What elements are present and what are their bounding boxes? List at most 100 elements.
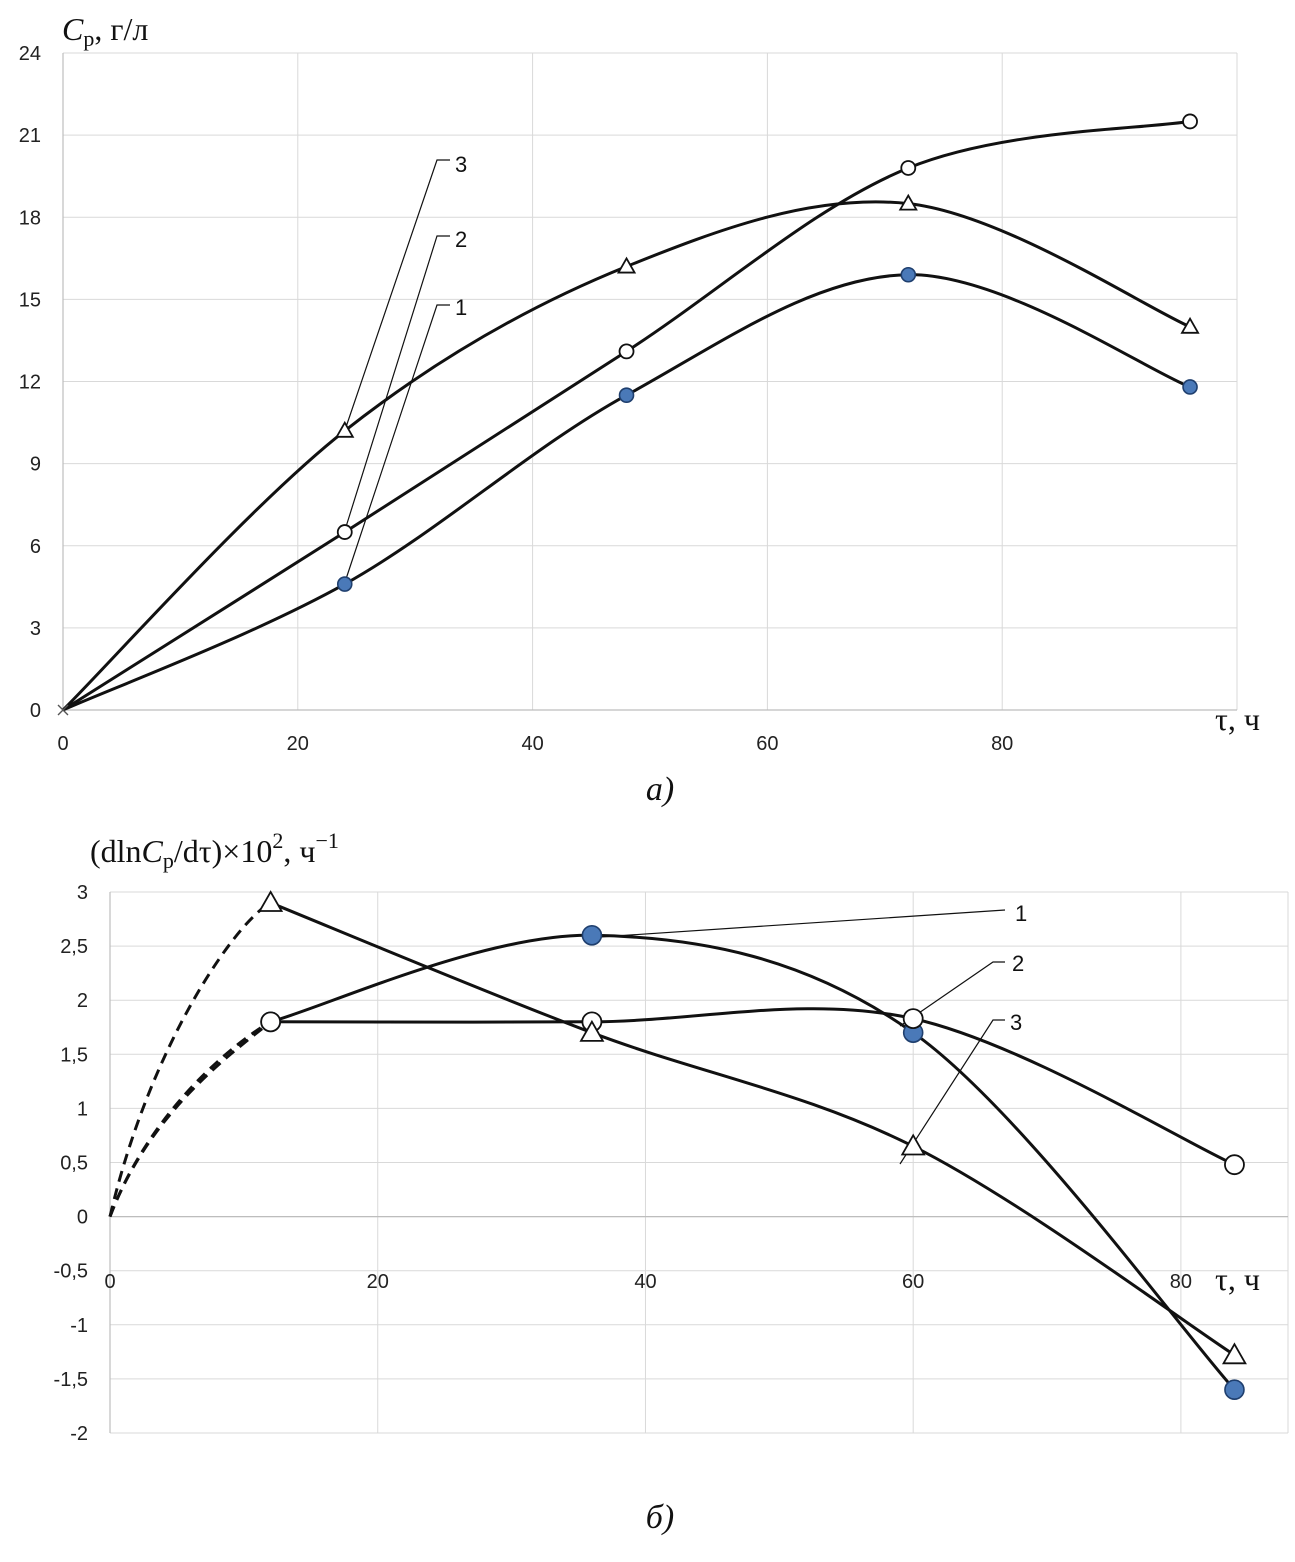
chart-a-series-3-point (616, 256, 637, 274)
chart-a-series-2-point (1182, 113, 1198, 130)
chart-b-leaders: 1 2 3 (584, 901, 1027, 1165)
chart-b-annotation-3: 3 (1010, 1010, 1022, 1035)
chart-a-xtick-label: 0 (57, 733, 68, 755)
chart-a-xtick-label: 20 (287, 733, 309, 755)
chart-b-series-2-line (270, 1007, 1236, 1167)
chart-b-series-1-point (581, 924, 603, 946)
chart-a-series-3-point (1180, 316, 1200, 334)
chart-a-markers (57, 113, 1200, 716)
chart-b-ylabel-symbol: C (142, 833, 164, 869)
chart-a-annotation-3: 3 (455, 152, 467, 177)
chart-b-grid (109, 891, 1289, 1434)
chart-b-ytick-label: 2 (77, 990, 88, 1012)
chart-a-xtick-label: 40 (521, 733, 543, 755)
chart-a-series-1-point (900, 266, 917, 283)
chart-b-ytick-label: 0 (77, 1207, 88, 1229)
chart-a-series-2-point (618, 343, 635, 360)
chart-a-series-1-point (618, 387, 635, 403)
chart-b-ytick-label: -2 (70, 1423, 88, 1445)
chart-b-ylabel: (dlnCр/dτ)×102, ч−1 (90, 828, 339, 873)
chart-b-series-1-line (270, 933, 1236, 1391)
chart-a-ytick-label: 12 (19, 372, 41, 394)
chart-a-leader-3 (344, 159, 450, 431)
chart-b-ytick-label: 2,5 (60, 936, 88, 958)
chart-b-xtick-label: 0 (104, 1271, 115, 1293)
chart-b-series-1-point (1224, 1379, 1245, 1401)
chart-b-markers (258, 890, 1247, 1401)
chart-b-series-3-point (1221, 1342, 1247, 1365)
chart-b-panel-label: б) (646, 1499, 674, 1536)
chart-a-series-3-point (898, 193, 918, 211)
chart-b-ytick-label: 1,5 (60, 1044, 88, 1066)
chart-a-xtick-label: 80 (991, 733, 1013, 755)
chart-a-ylabel-units: , г/л (94, 11, 148, 47)
chart-b-xtick-label: 60 (902, 1271, 924, 1293)
chart-b-series-3-point (579, 1019, 605, 1042)
chart-a-leaders: 3 2 1 (344, 152, 467, 583)
chart-b-series-3-line (270, 901, 1236, 1357)
chart-b-ylabel-units: , ч (283, 833, 315, 869)
chart-a-ylabel-symbol: C (62, 11, 84, 47)
chart-b-ytick-label: 0,5 (60, 1153, 88, 1175)
chart-b-xtick-label: 20 (367, 1271, 389, 1293)
chart-a-ytick-label: 6 (30, 536, 41, 558)
chart-a-series-3-point (335, 420, 355, 438)
chart-b-series-2-point (1224, 1154, 1245, 1176)
chart-b-leader-3 (899, 1019, 1005, 1165)
chart-b-xtick-label: 40 (634, 1271, 656, 1293)
chart-b-ylabel-prefix: (d (90, 833, 117, 869)
chart-a-ytick-label: 3 (30, 618, 41, 640)
chart-b-leader-1 (584, 909, 1006, 939)
chart-b-annotation-2: 2 (1012, 951, 1024, 976)
chart-a-series-1-line (62, 273, 1191, 712)
chart-b-xlabel: τ, ч (1215, 1261, 1260, 1297)
chart-a-series-2-point (336, 524, 353, 540)
chart-a-origin-point (57, 704, 69, 716)
chart-a-ytick-label: 0 (30, 700, 41, 722)
chart-b-ytick-label: -1 (70, 1315, 88, 1337)
chart-b-ylabel-sup: 2 (272, 828, 283, 853)
chart-a-ytick-label: 18 (19, 207, 41, 229)
chart-a-xtick-label: 60 (756, 733, 778, 755)
chart-b-leader-2 (899, 961, 1005, 1027)
chart-a-series-1-point (336, 576, 353, 592)
chart-b-xtick-label: 80 (1170, 1271, 1192, 1293)
chart-a-panel-label: а) (646, 771, 674, 808)
chart-a-ylabel: Cр, г/л (62, 11, 148, 51)
chart-b-curves (108, 901, 1236, 1391)
chart-a-xlabel: τ, ч (1215, 701, 1260, 737)
chart-a-ytick-label: 15 (19, 289, 41, 311)
chart-b-ylabel-sub: р (163, 848, 174, 873)
chart-b-ticks: 3 2,5 2 1,5 1 0,5 0 -0,5 -1 -1,5 -2 0 20 40 60 80 (54, 882, 1193, 1445)
chart-a-ytick-label: 21 (19, 125, 41, 147)
chart-a-ylabel-sub: р (83, 26, 94, 51)
chart-a-series-2-line (62, 119, 1191, 712)
chart-b-series-3-point (900, 1133, 926, 1156)
chart-b-ylabel-unit-sup: −1 (315, 828, 338, 853)
chart-b-ytick-label: 3 (77, 882, 88, 904)
chart-b-ylabel-ln: ln (117, 833, 142, 869)
chart-b-series-1-extrapolation (108, 1020, 272, 1218)
chart-b-ylabel-mid: /dτ)×10 (174, 833, 272, 869)
chart-b-annotation-1: 1 (1015, 901, 1027, 926)
chart-a-series-3-line (61, 200, 1191, 712)
chart-a-ytick-label: 9 (30, 454, 41, 476)
chart-a-ytick-label: 24 (19, 43, 41, 65)
chart-b-series-2-point (260, 1011, 282, 1033)
chart-a-series-2-point (900, 160, 917, 176)
chart-b-series-3-point (258, 890, 284, 912)
chart-a-leader-1 (344, 304, 450, 583)
chart-b-ytick-label: 1 (77, 1098, 88, 1120)
chart-a-annotation-2: 2 (455, 227, 467, 252)
chart-b-ytick-label: -0,5 (54, 1261, 88, 1283)
chart-b-series-2-point (902, 1008, 924, 1029)
chart-a-annotation-1: 1 (455, 295, 467, 320)
chart-b: 3 2,5 2 1,5 1 0,5 0 -0,5 -1 -1,5 -2 0 20 40 60 80 1 2 3 (… (54, 828, 1289, 1536)
chart-a-curves (61, 119, 1191, 712)
chart-a-series-1-point (1182, 379, 1198, 395)
chart-b-ytick-label: -1,5 (54, 1369, 88, 1391)
chart-b-series-3-extrapolation (108, 901, 272, 1217)
